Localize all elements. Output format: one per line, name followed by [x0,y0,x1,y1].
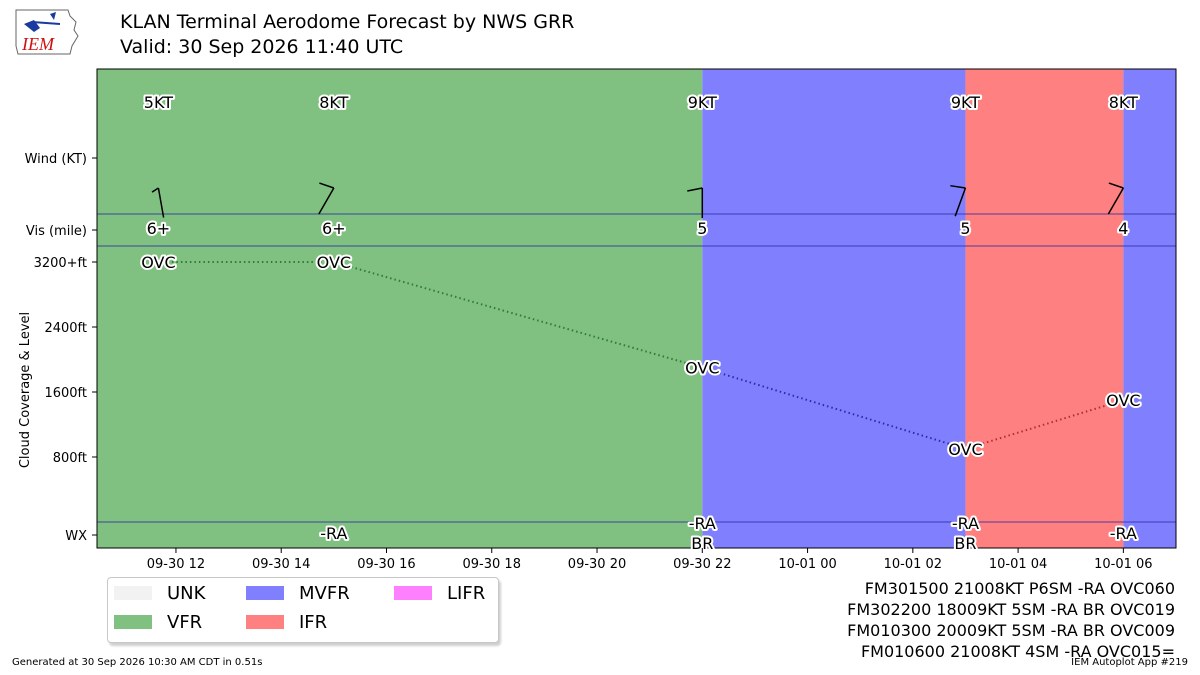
y-tick-label: 2400ft [44,321,87,336]
cloud-label: OVC [948,440,982,459]
category-band-mvfr [702,69,966,548]
cloud-label: OVC [685,359,719,378]
cloud-label: OVC [317,253,351,272]
category-band-vfr [97,69,703,548]
wind-speed-label: 5KT [144,93,173,112]
wind-barb-shaft [318,187,335,215]
visibility-label: 5 [697,219,707,238]
chart-subtitle: Valid: 30 Sep 2026 11:40 UTC [120,36,404,58]
wind-speed-label: 8KT [319,93,348,112]
taf-line: FM302200 18009KT 5SM -RA BR OVC019 [847,600,1175,619]
y-tick-label: 800ft [53,451,87,466]
chart-title: KLAN Terminal Aerodome Forecast by NWS G… [120,11,575,33]
cloud-label: OVC [141,253,175,272]
x-tick-label: 10-01 00 [778,557,836,572]
vis-row-label: Vis (mile) [26,224,87,239]
plot-frame [96,68,1177,549]
cloud-level-line [333,261,703,369]
x-tick-label: 09-30 18 [463,557,521,572]
legend-item-unk: UNK [114,582,205,604]
wind-barb-feather [319,182,335,189]
wind-barb-feather [151,187,159,193]
weather-label: -RA [952,514,979,533]
cloud-level-line [965,399,1124,450]
weather-label: BR [691,534,713,553]
wind-speed-label: 9KT [688,93,717,112]
wind-row-label: Wind (KT) [25,152,87,167]
y-axis-title: Cloud Coverage & Level [18,312,33,468]
wind-barb-feather [687,187,703,192]
x-tick-label: 09-30 12 [147,557,205,572]
x-tick-label: 10-01 02 [884,557,942,572]
app-id: IEM Autoplot App #219 [1071,657,1188,668]
weather-label: BR [954,534,976,553]
legend-item-mvfr: MVFR [246,582,350,604]
x-tick-label: 09-30 20 [568,557,626,572]
wind-speed-label: 9KT [951,93,980,112]
x-tick-label: 09-30 22 [673,557,731,572]
legend-item-ifr: IFR [246,611,327,633]
legend-swatch-lifr [394,586,432,600]
cloud-level-line [701,366,966,450]
legend-item-vfr: VFR [114,611,202,633]
y-tick-label: 1600ft [44,386,87,401]
wind-barb-feather [1108,182,1124,189]
svg-text:IEM: IEM [21,34,55,54]
taf-line: FM010600 21008KT 4SM -RA OVC015= [860,642,1175,661]
visibility-label: 6+ [322,219,346,238]
visibility-label: 5 [960,219,970,238]
wind-barb-feather [950,184,966,189]
taf-text: FM301500 21008KT P6SM -RA OVC060 FM302200… [847,578,1175,662]
x-tick-label: 09-30 14 [252,557,310,572]
category-band-mvfr [1123,69,1176,548]
wind-speed-label: 8KT [1109,93,1138,112]
weather-label: -RA [1110,524,1137,543]
cloud-label: OVC [1106,391,1140,410]
legend: UNK MVFR LIFR VFR IFR [107,577,499,643]
wx-row-label: WX [65,529,87,544]
weather-label: -RA [320,524,347,543]
wind-barb-shaft [954,187,967,217]
legend-swatch-ifr [246,615,284,629]
x-tick-label: 09-30 16 [357,557,415,572]
taf-line: FM301500 21008KT P6SM -RA OVC060 [864,579,1175,598]
visibility-label: 6+ [147,219,171,238]
legend-swatch-mvfr [246,586,284,600]
legend-swatch-unk [114,586,152,600]
generated-note: Generated at 30 Sep 2026 10:30 AM CDT in… [12,657,263,668]
wind-barb-shaft [1107,187,1125,215]
visibility-label: 4 [1118,219,1128,238]
legend-swatch-vfr [114,615,152,629]
taf-line: FM010300 20009KT 5SM -RA BR OVC009 [847,621,1175,640]
category-band-ifr [965,69,1124,548]
weather-label: -RA [689,514,716,533]
x-tick-label: 10-01 06 [1094,557,1152,572]
iem-logo: IEM [15,9,79,55]
y-tick-label: 3200+ft [34,256,87,271]
legend-item-lifr: LIFR [394,582,485,604]
x-tick-label: 10-01 04 [989,557,1047,572]
wind-barb-shaft [157,187,165,218]
